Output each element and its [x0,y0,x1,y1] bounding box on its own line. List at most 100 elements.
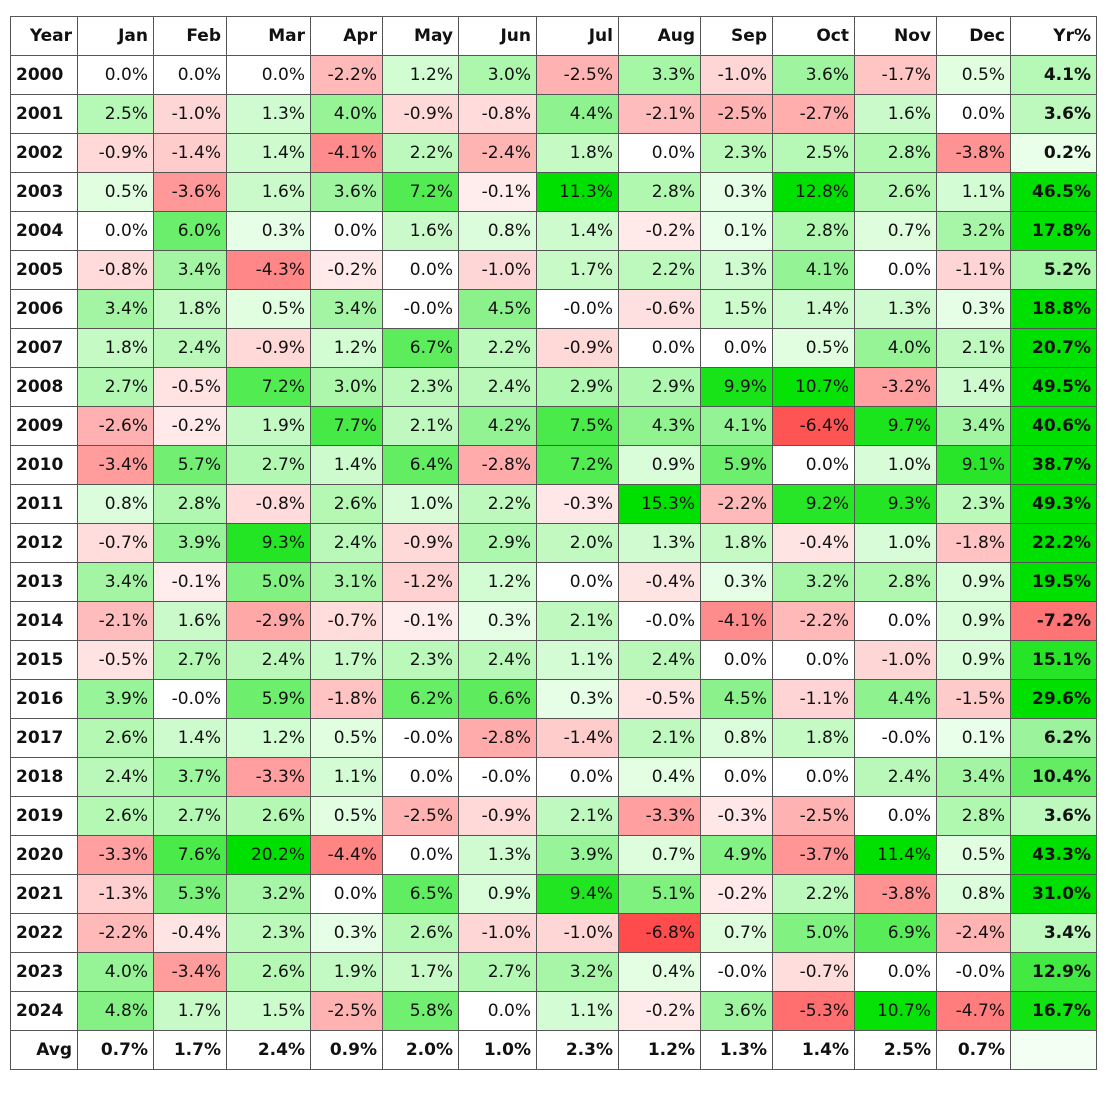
month-return: 0.3% [458,601,537,641]
month-return: -0.4% [772,523,855,563]
month-return: -3.8% [854,874,937,914]
month-return: 2.6% [854,172,937,212]
month-return: 0.0% [936,94,1011,134]
month-return: -1.4% [153,133,227,173]
month-return: 9.3% [226,523,311,563]
month-return: 2.6% [77,718,154,758]
month-return: 9.2% [772,484,855,524]
month-return: 1.8% [536,133,619,173]
month-return: -2.2% [310,55,383,95]
month-return: -0.9% [77,133,154,173]
month-return: -0.2% [310,250,383,290]
year-cell: 2001 [10,94,78,134]
month-return: -2.1% [618,94,701,134]
month-return: 5.8% [382,991,459,1031]
month-return: 3.2% [772,562,855,602]
month-return: -3.7% [772,835,855,875]
year-row: 2011 0.8% 2.8% -0.8% 2.6% 1.0% 2.2% -0.3% 15.3% -… [10,484,1097,524]
month-return: 0.8% [458,211,537,251]
month-return: 2.3% [936,484,1011,524]
month-return: -0.1% [153,562,227,602]
table-body: 2000 0.0% 0.0% 0.0% -2.2% 1.2% 3.0% -2.5% 3.3% -1… [10,55,1097,1070]
month-return: 3.4% [936,406,1011,446]
month-return: 2.4% [310,523,383,563]
year-row: 2004 0.0% 6.0% 0.3% 0.0% 1.6% 0.8% 1.4% -0.2% 0.1… [10,211,1097,251]
month-return: -2.4% [936,913,1011,953]
table-wrap: Year Jan Feb Mar Apr May Jun Jul Aug Sep Oct Nov Dec… [10,16,1097,1070]
month-return: 1.8% [772,718,855,758]
year-row: 2005 -0.8% 3.4% -4.3% -0.2% 0.0% -1.0% 1.7% 2.2%… [10,250,1097,290]
month-return: 3.4% [936,757,1011,797]
year-cell: 2013 [10,562,78,602]
average-value: 2.0% [382,1030,459,1070]
month-return: 2.4% [854,757,937,797]
month-return: 3.2% [536,952,619,992]
month-return: 2.6% [226,796,311,836]
month-return: -6.8% [618,913,701,953]
year-return: 49.3% [1010,484,1097,524]
month-return: 0.0% [382,757,459,797]
month-return: -1.0% [458,250,537,290]
month-return: -1.3% [77,874,154,914]
column-header: Jun [458,16,537,56]
month-return: 4.1% [772,250,855,290]
column-header: Feb [153,16,227,56]
month-return: -3.4% [77,445,154,485]
year-cell: 2008 [10,367,78,407]
month-return: 10.7% [772,367,855,407]
header-row: Year Jan Feb Mar Apr May Jun Jul Aug Sep Oct Nov Dec… [10,16,1097,56]
month-return: 1.9% [310,952,383,992]
month-return: -1.8% [936,523,1011,563]
month-return: -1.4% [536,718,619,758]
month-return: 20.2% [226,835,311,875]
month-return: -0.2% [153,406,227,446]
year-row: 2002 -0.9% -1.4% 1.4% -4.1% 2.2% -2.4% 1.8% 0.0%… [10,133,1097,173]
month-return: -2.2% [700,484,773,524]
year-return: 20.7% [1010,328,1097,368]
year-return: 40.6% [1010,406,1097,446]
month-return: -3.2% [854,367,937,407]
month-return: 3.6% [700,991,773,1031]
month-return: -0.1% [382,601,459,641]
month-return: 2.9% [458,523,537,563]
month-return: 4.0% [854,328,937,368]
month-return: -1.7% [854,55,937,95]
month-return: 0.0% [382,835,459,875]
month-return: -0.7% [310,601,383,641]
column-header: Oct [772,16,855,56]
month-return: 0.9% [936,640,1011,680]
year-row: 2003 0.5% -3.6% 1.6% 3.6% 7.2% -0.1% 11.3% 2.8% 0… [10,172,1097,212]
month-return: 2.4% [226,640,311,680]
average-value: 2.4% [226,1030,311,1070]
year-row: 2019 2.6% 2.7% 2.6% 0.5% -2.5% -0.9% 2.1% -3.3% -… [10,796,1097,836]
month-return: 0.3% [310,913,383,953]
month-return: -4.7% [936,991,1011,1031]
month-return: 0.9% [936,562,1011,602]
month-return: 1.3% [854,289,937,329]
month-return: 4.4% [536,94,619,134]
month-return: 2.3% [382,640,459,680]
month-return: 4.1% [700,406,773,446]
month-return: -0.3% [536,484,619,524]
month-return: 2.7% [226,445,311,485]
year-row: 2018 2.4% 3.7% -3.3% 1.1% 0.0% -0.0% 0.0% 0.4% 0.… [10,757,1097,797]
month-return: 9.4% [536,874,619,914]
month-return: -0.9% [458,796,537,836]
month-return: 2.8% [772,211,855,251]
month-return: 1.8% [700,523,773,563]
month-return: -0.4% [153,913,227,953]
month-return: 1.4% [226,133,311,173]
month-return: 3.4% [310,289,383,329]
month-return: 2.4% [77,757,154,797]
month-return: 2.1% [536,796,619,836]
month-return: 1.0% [854,445,937,485]
month-return: 1.0% [382,484,459,524]
month-return: 3.2% [226,874,311,914]
month-return: 1.4% [536,211,619,251]
month-return: 1.6% [382,211,459,251]
month-return: 0.0% [700,757,773,797]
month-return: -0.9% [536,328,619,368]
month-return: 7.2% [382,172,459,212]
month-return: 1.3% [226,94,311,134]
month-return: -0.9% [382,523,459,563]
